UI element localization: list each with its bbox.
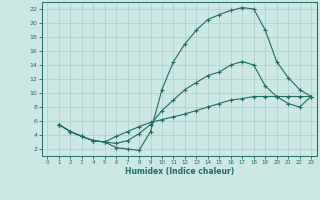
- X-axis label: Humidex (Indice chaleur): Humidex (Indice chaleur): [124, 167, 234, 176]
